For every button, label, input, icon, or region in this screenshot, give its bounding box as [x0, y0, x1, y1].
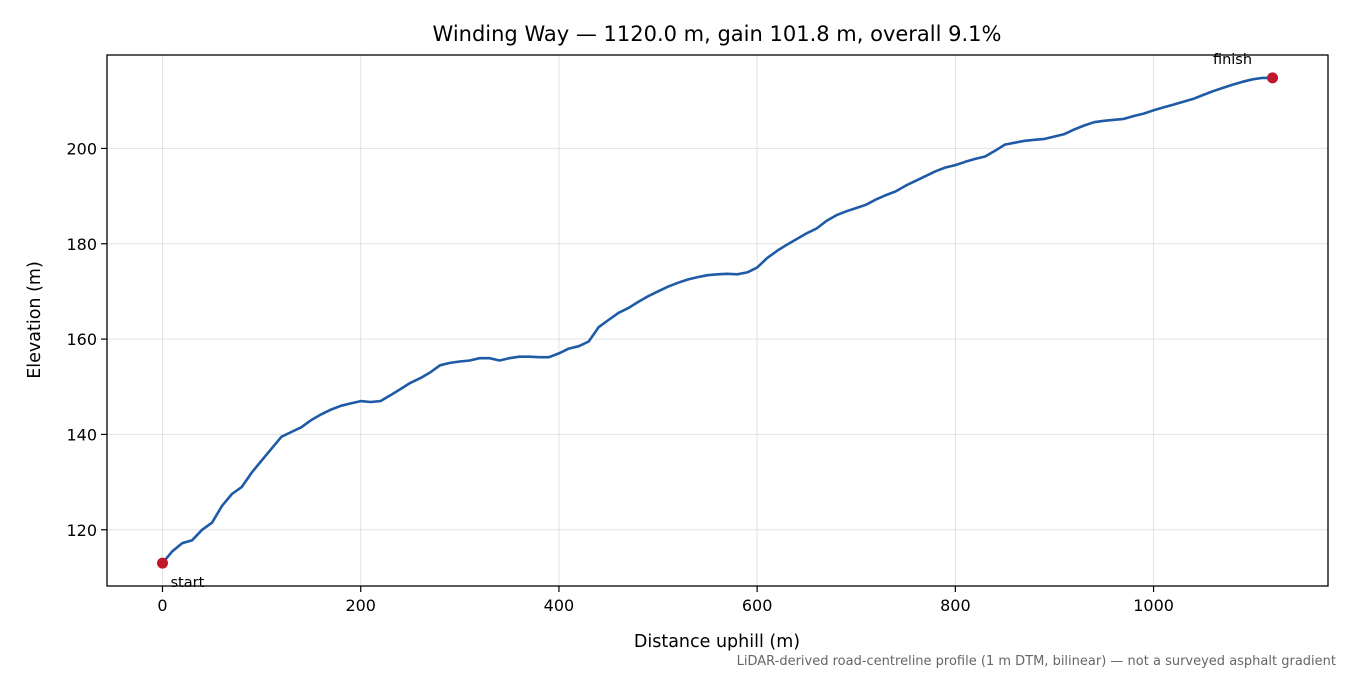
chart-title: Winding Way — 1120.0 m, gain 101.8 m, ov…: [433, 22, 1002, 46]
y-axis-label: Elevation (m): [25, 261, 45, 379]
y-tick-label: 120: [66, 521, 97, 540]
grid: [107, 55, 1328, 586]
start-marker: [157, 557, 168, 569]
finish-marker: [1267, 72, 1278, 84]
y-tick-label: 200: [66, 139, 97, 158]
finish-label: finish: [1213, 52, 1252, 68]
x-tick-label: 600: [742, 596, 773, 615]
x-tick-label: 200: [345, 596, 376, 615]
x-tick-label: 1000: [1133, 596, 1174, 615]
y-tick-label: 140: [66, 425, 97, 444]
y-axis-ticks: 120 140 160 180 200: [66, 139, 107, 540]
x-axis-ticks: 0 200 400 600 800 1000: [157, 586, 1174, 615]
plot-frame: [106, 54, 1329, 587]
x-tick-label: 0: [157, 596, 167, 615]
y-tick-label: 160: [66, 330, 97, 349]
elevation-profile-line: [161, 76, 1274, 565]
x-tick-label: 400: [544, 596, 575, 615]
start-label: start: [171, 575, 205, 591]
x-tick-label: 800: [940, 596, 971, 615]
x-axis-label: Distance uphill (m): [634, 632, 800, 652]
footnote: LiDAR-derived road-centreline profile (1…: [737, 654, 1336, 669]
y-tick-label: 180: [66, 235, 97, 254]
